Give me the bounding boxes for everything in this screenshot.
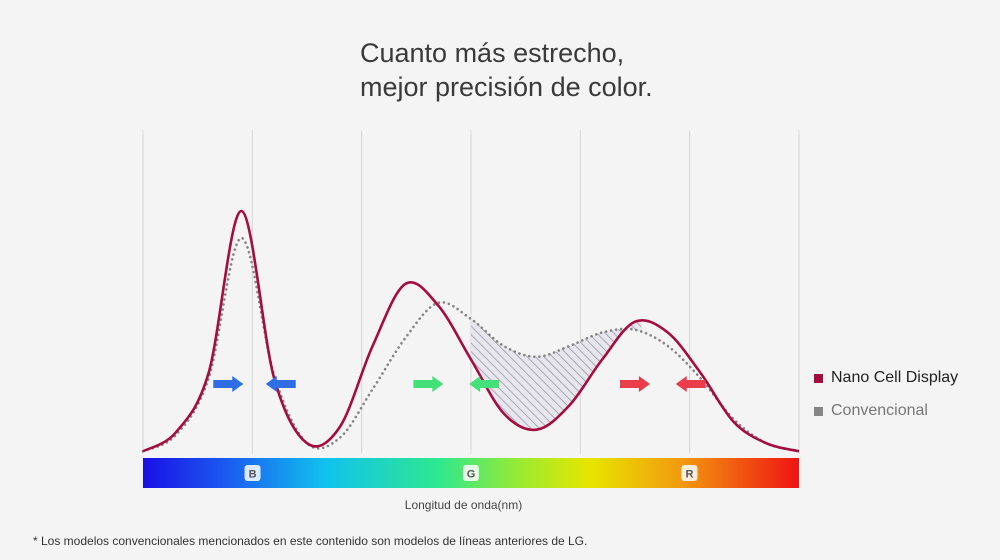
difference-area (471, 319, 642, 430)
arrows (213, 376, 706, 392)
band-label-r: R (685, 469, 693, 481)
legend-label-conventional: Convencional (831, 402, 928, 419)
band-label-g: G (467, 469, 476, 481)
legend-swatch-nano (814, 373, 823, 383)
band-badge-b (244, 465, 261, 481)
chart-title-line-2: mejor precisión de color. (360, 72, 653, 102)
chart-title-line-1: Cuanto más estrecho, (360, 38, 625, 68)
arrow-b-right-icon (213, 376, 244, 392)
chart-title: Cuanto más estrecho, mejor precisión de … (360, 36, 653, 104)
series-line-nano-cell (142, 209, 800, 453)
legend-item-conventional: Convencional (814, 401, 958, 421)
legend-item-nano: Nano Cell Display (814, 368, 958, 388)
x-axis-label: Longitud de onda(nm) (404, 498, 523, 512)
arrow-r-left-icon (675, 376, 706, 392)
shaded-difference (471, 319, 642, 430)
band-badge-g (463, 465, 479, 481)
band-label-b: B (249, 469, 257, 481)
arrow-g-right-icon (413, 376, 444, 392)
legend: Nano Cell Display Convencional (814, 368, 958, 434)
footnote: * Los modelos convencionales mencionados… (33, 534, 588, 548)
legend-swatch-conventional (814, 406, 823, 416)
curves (141, 209, 801, 453)
series-line-conventional (141, 236, 801, 453)
legend-label-nano: Nano Cell Display (831, 369, 959, 386)
band-badge-r (681, 465, 698, 481)
arrow-g-left-icon (469, 376, 500, 392)
gridlines (142, 130, 800, 454)
arrow-b-left-icon (265, 376, 296, 392)
arrow-r-right-icon (620, 376, 650, 392)
